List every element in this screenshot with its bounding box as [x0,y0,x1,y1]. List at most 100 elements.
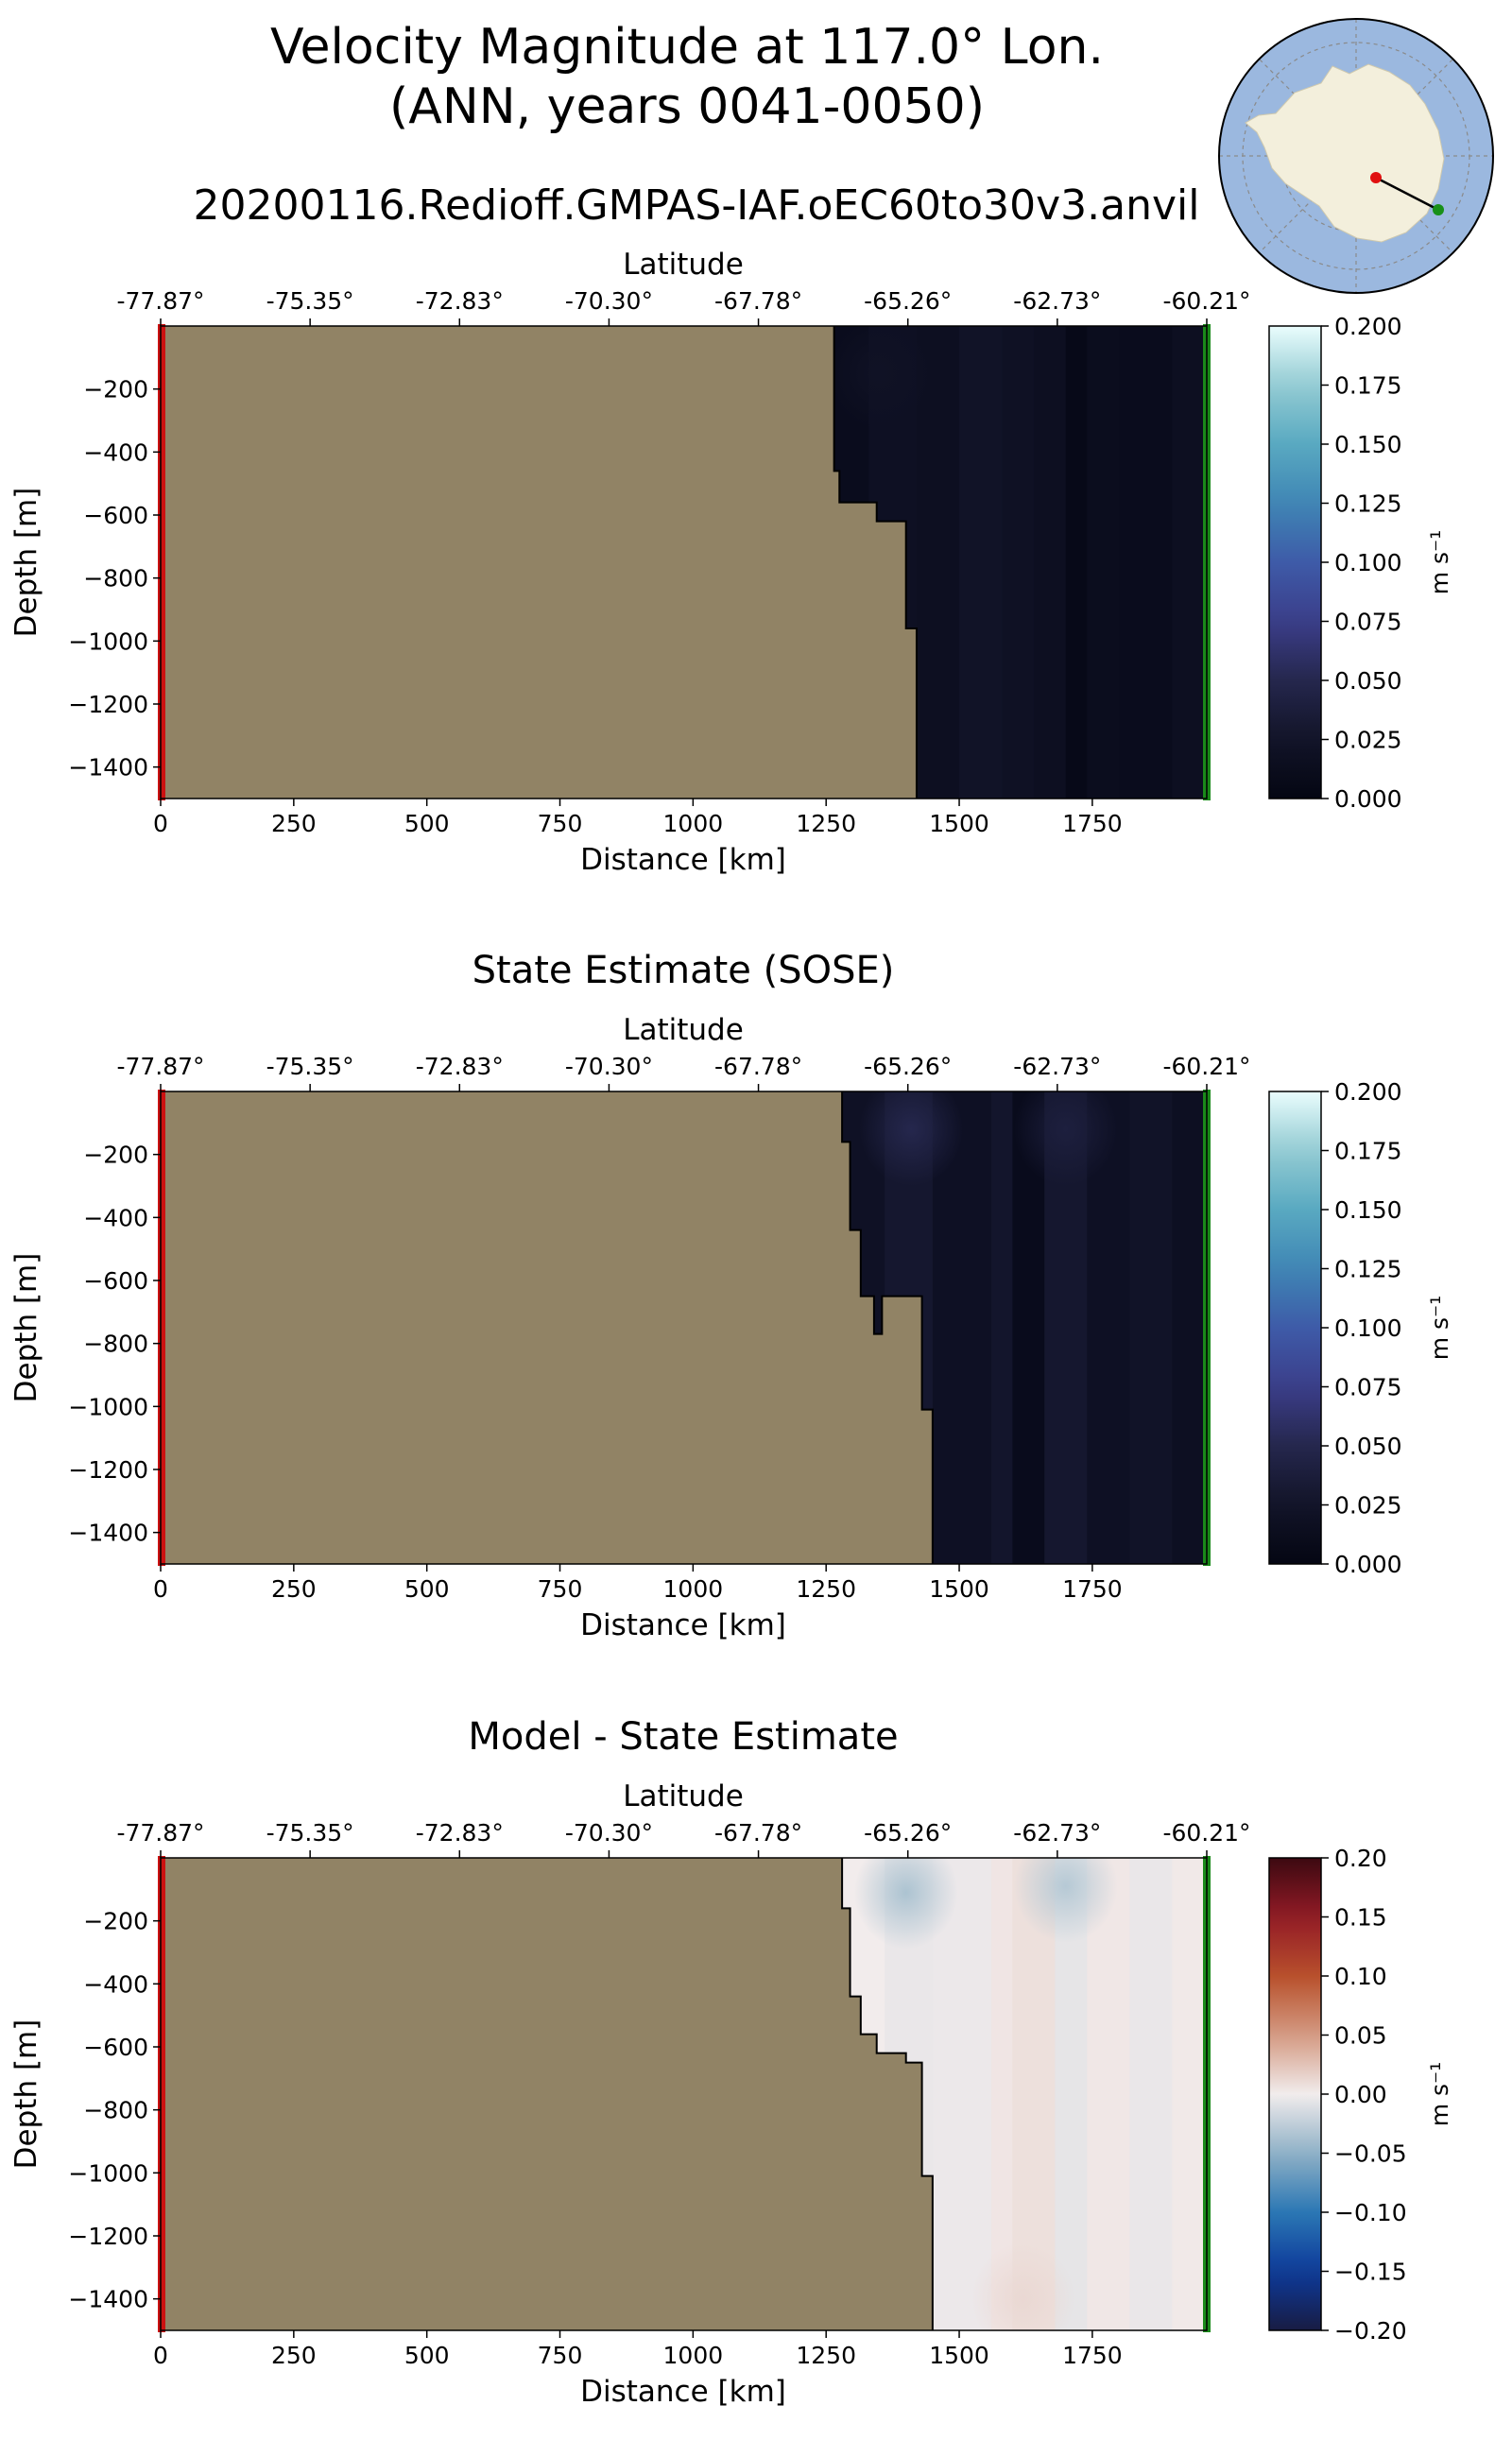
x-tick-label: 750 [538,1575,583,1603]
colorbar-tick-label: 0.175 [1334,372,1402,400]
x-tick-label: 250 [271,1575,317,1603]
field-anomaly-1 [859,1091,964,1186]
x-tick-label: 1750 [1062,810,1123,837]
field-anomaly-2 [1013,1091,1118,1186]
transect-start-edge [158,1090,165,1566]
colorbar-tick-label: 0.10 [1334,1963,1387,1990]
lat-tick-label: -67.78° [714,287,802,315]
y-tick-label: −200 [83,1142,148,1169]
lat-tick-label: -75.35° [266,1819,354,1847]
land-mask [161,1091,933,1564]
colorbar-tick-label: 0.15 [1334,1904,1387,1932]
x-tick-label: 1250 [796,1575,856,1603]
x-axis-label: Distance [km] [580,1608,786,1642]
plot-frame [160,325,1208,799]
lat-tick-label: -62.73° [1013,287,1101,315]
x-tick-label: 1500 [929,2342,989,2369]
x-tick-label: 250 [271,2342,317,2369]
colorbar-tick-label: 0.200 [1334,1078,1402,1106]
colorbar-tick-label: 0.075 [1334,1374,1402,1401]
x-tick-label: 250 [271,810,317,837]
y-tick-label: −1200 [68,1456,148,1484]
lat-tick-label: -60.21° [1162,1053,1250,1080]
field-column-8 [1129,1091,1174,1564]
y-tick-label: −800 [83,2097,148,2124]
x-tick-label: 1500 [929,810,989,837]
lat-tick-label: -67.78° [714,1819,802,1847]
lat-tick-label: -60.21° [1162,287,1250,315]
field-anomaly-3 [971,2242,1075,2330]
transect-start-marker [1370,172,1382,183]
transect-start-edge [158,1856,165,2332]
colorbar-tick-label: 0.175 [1334,1138,1402,1165]
colorbar-label: m s⁻¹ [1426,2062,1453,2127]
inset-map [1218,18,1494,294]
x-tick-label: 1000 [663,1575,724,1603]
y-tick-label: −600 [83,502,148,529]
field-column-7 [1087,1858,1131,2330]
colorbar-label: m s⁻¹ [1426,530,1453,595]
field-column-3 [932,1858,992,2330]
x-tick-label: 1750 [1062,2342,1123,2369]
lat-tick-label: -65.26° [864,1819,952,1847]
colorbar-tick-label: −0.10 [1334,2199,1407,2226]
field-column-3 [916,326,961,799]
x-tick-label: 0 [153,2342,168,2369]
field-column-8 [1129,1858,1174,2330]
x-axis-label: Distance [km] [580,2375,786,2409]
field-column-4 [990,1858,1014,2330]
transect-end-marker [1433,204,1444,215]
x-tick-label: 500 [404,810,450,837]
y-tick-label: −1000 [68,2159,148,2187]
lat-tick-label: -77.87° [116,287,204,315]
land-boundary-line [841,1858,934,2330]
x-axis-label: Distance [km] [580,843,786,877]
y-axis-label: Depth [m] [9,488,43,638]
panel-title: State Estimate (SOSE) [472,949,895,992]
field-column-4 [959,326,1004,799]
x-tick-label: 0 [153,1575,168,1603]
colorbar-tick-label: 0.20 [1334,1845,1387,1872]
land-boundary-line [833,326,918,799]
antarctica-land [1245,63,1445,243]
colorbar-tick-label: −0.05 [1334,2140,1407,2168]
y-tick-label: −800 [83,1331,148,1358]
y-tick-label: −800 [83,565,148,593]
y-axis-label: Depth [m] [9,2019,43,2170]
plot-area [161,1858,1207,2330]
colorbar-tick-label: 0.05 [1334,2022,1387,2050]
lat-tick-label: -72.83° [416,287,504,315]
lat-tick-label: -65.26° [864,287,952,315]
x-tick-label: 750 [538,2342,583,2369]
x-tick-label: 1000 [663,2342,724,2369]
colorbar-label: m s⁻¹ [1426,1296,1453,1361]
field-column-7 [1065,326,1089,799]
figure-title-line2: (ANN, years 0041-0050) [389,78,985,135]
x-tick-label: 1000 [663,810,724,837]
colorbar-tick-label: 0.100 [1334,549,1402,576]
panel-title: Model - State Estimate [468,1715,898,1759]
x-tick-label: 1500 [929,1575,989,1603]
y-tick-label: −600 [83,2034,148,2061]
y-tick-label: −200 [83,376,148,404]
transect-line [1375,176,1439,212]
y-tick-label: −400 [83,1204,148,1231]
lat-tick-label: -72.83° [416,1053,504,1080]
lat-tick-label: -67.78° [714,1053,802,1080]
land-boundary-line [841,1091,934,1564]
x-tick-label: 1750 [1062,1575,1123,1603]
colorbar-tick-label: 0.025 [1334,727,1402,754]
colorbar-tick-label: 0.150 [1334,1196,1402,1224]
x-tick-label: 1250 [796,810,856,837]
top-axis-label: Latitude [623,248,744,282]
lat-tick-label: -75.35° [266,1053,354,1080]
plot-frame [160,1091,1208,1565]
y-tick-label: −1200 [68,691,148,718]
y-tick-label: −1000 [68,1393,148,1420]
plot-frame [160,1857,1208,2331]
lat-tick-label: -70.30° [565,1053,653,1080]
colorbar-tick-label: 0.000 [1334,1551,1402,1578]
y-tick-label: −200 [83,1908,148,1935]
lat-tick-label: -70.30° [565,1819,653,1847]
